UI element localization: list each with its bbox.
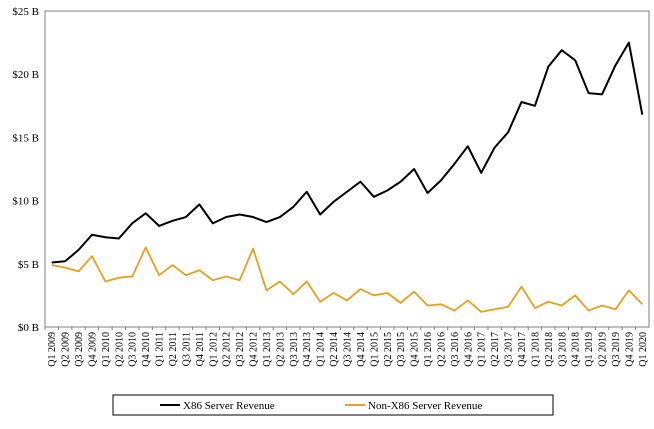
x-tick-label: Q1 2015 xyxy=(369,332,380,367)
x-tick-label: Q1 2020 xyxy=(638,332,649,367)
x-tick-label: Q3 2019 xyxy=(611,332,622,367)
x-tick-label: Q2 2018 xyxy=(544,332,555,367)
y-tick-label: $25 B xyxy=(12,6,39,18)
x-tick-label: Q3 2014 xyxy=(343,332,354,367)
y-tick-label: $20 B xyxy=(12,69,39,81)
x-tick-label: Q3 2010 xyxy=(128,332,139,367)
series-lines xyxy=(51,41,644,313)
x-tick-label: Q4 2010 xyxy=(141,332,152,367)
x-tick-label: Q1 2019 xyxy=(584,332,595,367)
x-tick-label: Q3 2017 xyxy=(504,332,515,367)
y-tick-label: $15 B xyxy=(12,132,39,144)
x-tick-label: Q1 2014 xyxy=(316,332,327,367)
y-tick-label: $10 B xyxy=(12,196,39,208)
y-axis: $0 B $5 B $10 B $15 B $20 B $25 B xyxy=(12,6,39,334)
x-tick-label: Q2 2015 xyxy=(383,332,394,367)
x-tick-label: Q2 2014 xyxy=(329,332,340,367)
x-tick-label: Q3 2015 xyxy=(396,332,407,367)
x-tick-label: Q2 2011 xyxy=(168,332,179,366)
x-tick-label: Q1 2009 xyxy=(47,332,58,367)
x-tick-label: Q3 2011 xyxy=(181,332,192,366)
x-tick-label: Q1 2016 xyxy=(423,332,434,367)
legend-label-non-x86: Non-X86 Server Revenue xyxy=(368,400,482,412)
x-tick-label: Q4 2016 xyxy=(463,332,474,367)
x-tick-label: Q4 2018 xyxy=(571,332,582,367)
x-tick-label: Q2 2019 xyxy=(598,332,609,367)
x-tick-label: Q1 2010 xyxy=(101,332,112,367)
x-tick-label: Q2 2012 xyxy=(222,332,233,367)
x-tick-label: Q3 2016 xyxy=(450,332,461,367)
x-tick-label: Q4 2013 xyxy=(302,332,313,367)
x-tick-label: Q3 2009 xyxy=(74,332,85,367)
x-tick-label: Q4 2017 xyxy=(517,332,528,367)
x-tick-label: Q1 2017 xyxy=(477,332,488,367)
x-tick-label: Q4 2019 xyxy=(624,332,635,367)
x-tick-label: Q2 2017 xyxy=(490,332,501,367)
x-tick-label: Q2 2009 xyxy=(61,332,72,367)
plot-area xyxy=(44,10,650,328)
x-tick-label: Q4 2009 xyxy=(87,332,98,367)
y-tick-label: $5 B xyxy=(18,259,39,271)
legend: X86 Server Revenue Non-X86 Server Revenu… xyxy=(112,394,554,416)
x-tick-label: Q2 2013 xyxy=(275,332,286,367)
x-tick-label: Q1 2012 xyxy=(208,332,219,367)
legend-box xyxy=(112,394,554,416)
x-tick-label: Q4 2011 xyxy=(195,332,206,366)
y-tick-label: $0 B xyxy=(18,322,39,334)
x-tick-label: Q1 2011 xyxy=(155,332,166,366)
x-tick-label: Q3 2018 xyxy=(557,332,568,367)
x-tick-label: Q4 2014 xyxy=(356,332,367,367)
series-line-x86 xyxy=(51,41,644,264)
x-tick-label: Q1 2018 xyxy=(530,332,541,367)
legend-label-x86: X86 Server Revenue xyxy=(183,400,275,412)
x-tick-label: Q3 2012 xyxy=(235,332,246,367)
x-tick-label: Q3 2013 xyxy=(289,332,300,367)
x-tick-label: Q2 2016 xyxy=(436,332,447,367)
x-tick-label: Q2 2010 xyxy=(114,332,125,367)
x-tick-label: Q1 2013 xyxy=(262,332,273,367)
x-tick-label: Q4 2015 xyxy=(410,332,421,367)
x-tick-label: Q4 2012 xyxy=(249,332,260,367)
series-line-non-x86 xyxy=(51,246,643,313)
x-axis: Q1 2009 Q2 2009 Q3 2009 Q4 2009 Q1 2010 Q2 20… xyxy=(44,327,649,367)
